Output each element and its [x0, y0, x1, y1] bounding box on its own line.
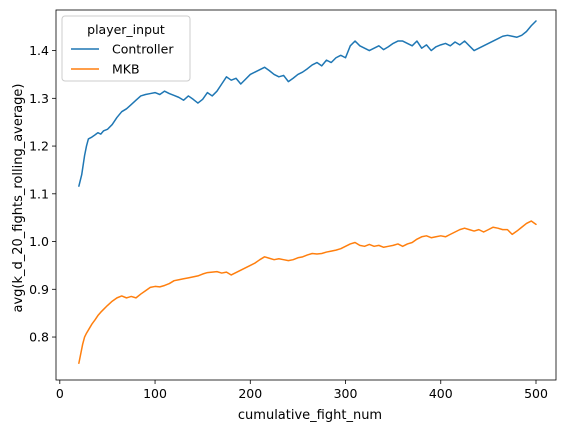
legend-title: player_input: [87, 22, 165, 37]
y-tick-label: 1.3: [29, 91, 49, 106]
x-axis-title: cumulative_fight_num: [238, 408, 382, 423]
x-axis: 0 100 200 300 400 500: [56, 380, 548, 401]
series-line-mkb: [78, 220, 537, 365]
x-tick-label: 300: [334, 386, 358, 401]
y-axis-title: avg(k_d_20_fights_rolling_average): [11, 84, 26, 313]
x-tick-label: 400: [429, 386, 453, 401]
x-tick-label: 0: [56, 386, 64, 401]
y-tick-label: 1.0: [29, 234, 49, 249]
y-tick-label: 0.9: [29, 282, 49, 297]
x-tick-label: 200: [238, 386, 262, 401]
legend-label-controller: Controller: [112, 42, 174, 57]
y-tick-label: 1.4: [29, 43, 49, 58]
series-line-controller: [78, 20, 537, 187]
legend-frame: [61, 15, 191, 82]
y-axis: 0.8 0.9 1.0 1.1 1.2 1.3 1.4: [29, 43, 56, 345]
y-tick-label: 1.1: [29, 186, 49, 201]
legend-entries: Controller MKB: [71, 42, 174, 77]
plot-area: [55, 9, 557, 381]
legend: player_input Controller MKB: [61, 15, 191, 82]
y-tick-label: 1.2: [29, 139, 49, 154]
x-tick-label: 500: [524, 386, 548, 401]
plot-frame: [55, 9, 557, 381]
legend-label-mkb: MKB: [112, 62, 140, 77]
y-tick-label: 0.8: [29, 330, 49, 345]
x-tick-label: 100: [143, 386, 167, 401]
